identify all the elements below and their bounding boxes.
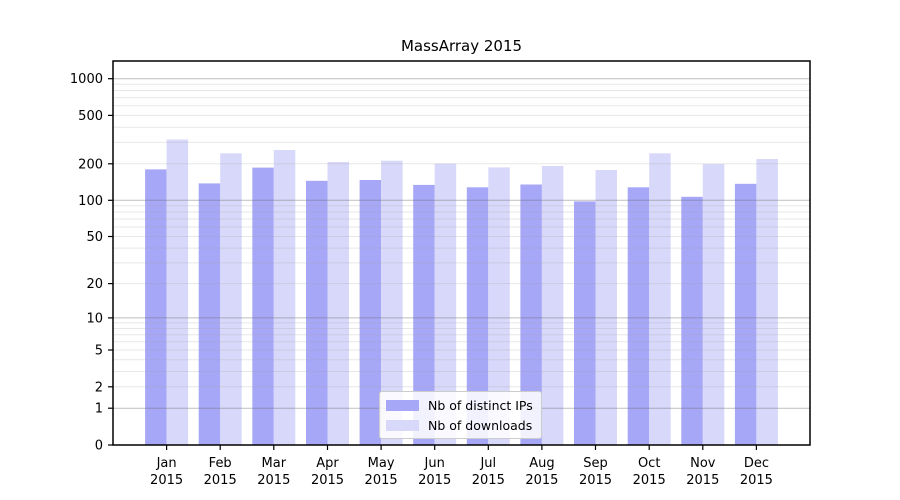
y-axis-tick-label: 200 [78,157,103,172]
legend-item-distinct-ips: Nb of distinct IPs [386,397,533,413]
y-axis-tick-label: 100 [78,194,103,209]
x-axis-tick-label-month: Sep [583,456,608,471]
x-axis-tick-label-month: Nov [690,456,716,471]
x-axis-tick-label-month: Jan [156,456,177,471]
x-axis-tick-label-year: 2015 [740,473,773,488]
legend-swatch-distinct-ips [386,399,419,411]
legend-label-downloads: Nb of downloads [428,417,533,433]
x-axis-tick-label-year: 2015 [525,473,558,488]
x-axis-tick-label-month: Aug [529,456,554,471]
x-axis-tick-label-month: Feb [209,456,232,471]
bar-nb-of-downloads-may [381,160,403,445]
legend-item-downloads: Nb of downloads [386,417,533,433]
plot-border [112,60,811,446]
bar-nb-of-distinct-ips-jun [413,184,435,445]
y-axis-tick-label: 20 [86,277,103,292]
x-axis-tick-label-year: 2015 [365,473,398,488]
bar-nb-of-distinct-ips-feb [198,183,221,445]
x-axis-tick-label-year: 2015 [150,473,183,488]
legend-swatch-downloads [386,419,419,431]
bar-nb-of-distinct-ips-jul [466,187,489,446]
bar-nb-of-distinct-ips-dec [734,183,757,446]
bar-nb-of-downloads-aug [541,166,564,445]
bar-nb-of-distinct-ips-oct [627,187,650,446]
bar-nb-of-downloads-jan [166,139,189,445]
y-axis-tick-label: 1 [95,402,103,417]
bar-nb-of-distinct-ips-may [359,180,382,445]
y-axis-tick-label: 10 [86,311,103,326]
x-axis-tick-label-year: 2015 [686,473,719,488]
x-axis-tick-label-month: Jun [424,456,445,471]
y-axis-tick-label: 50 [86,230,103,245]
bar-nb-of-distinct-ips-jan [145,169,167,445]
x-axis-tick-label-year: 2015 [204,473,237,488]
bar-nb-of-downloads-jul [488,167,510,445]
bar-nb-of-downloads-oct [649,153,671,446]
y-axis-tick-label: 2 [95,380,103,395]
legend: Nb of distinct IPs Nb of downloads [379,391,542,439]
bar-nb-of-distinct-ips-mar [252,167,274,445]
bar-nb-of-distinct-ips-aug [520,184,542,445]
bar-nb-of-distinct-ips-apr [306,180,328,446]
chart-title: MassArray 2015 [400,37,523,55]
bar-nb-of-downloads-nov [702,164,725,445]
x-axis-tick-label-year: 2015 [633,473,666,488]
bar-nb-of-downloads-mar [273,150,296,445]
y-axis-tick-label: 500 [78,109,103,124]
x-axis-tick-label-month: Oct [638,456,660,471]
bar-nb-of-downloads-apr [327,162,349,445]
bar-nb-of-downloads-sep [595,170,617,445]
x-axis-tick-label-month: Apr [316,456,339,471]
y-axis-tick-label: 1000 [70,72,103,87]
x-axis-tick-label-month: Jul [479,456,496,471]
x-axis-tick-label-year: 2015 [311,473,344,488]
y-axis-tick-label: 5 [95,344,103,359]
x-axis-tick-label-year: 2015 [257,473,290,488]
bar-nb-of-distinct-ips-sep [574,201,596,445]
x-axis-tick-label-year: 2015 [472,473,505,488]
x-axis-tick-label-year: 2015 [418,473,451,488]
legend-label-distinct-ips: Nb of distinct IPs [428,397,533,413]
bar-nb-of-downloads-feb [220,153,242,446]
bar-nb-of-downloads-dec [756,159,778,445]
y-axis-tick-label: 0 [95,439,103,454]
bar-nb-of-downloads-jun [434,163,457,445]
x-axis-tick-label-year: 2015 [579,473,612,488]
x-axis-tick-label-month: Mar [262,456,287,471]
x-axis-tick-label-month: Dec [744,456,769,471]
bar-nb-of-distinct-ips-nov [681,196,703,445]
x-axis-tick-label-month: May [368,456,395,471]
